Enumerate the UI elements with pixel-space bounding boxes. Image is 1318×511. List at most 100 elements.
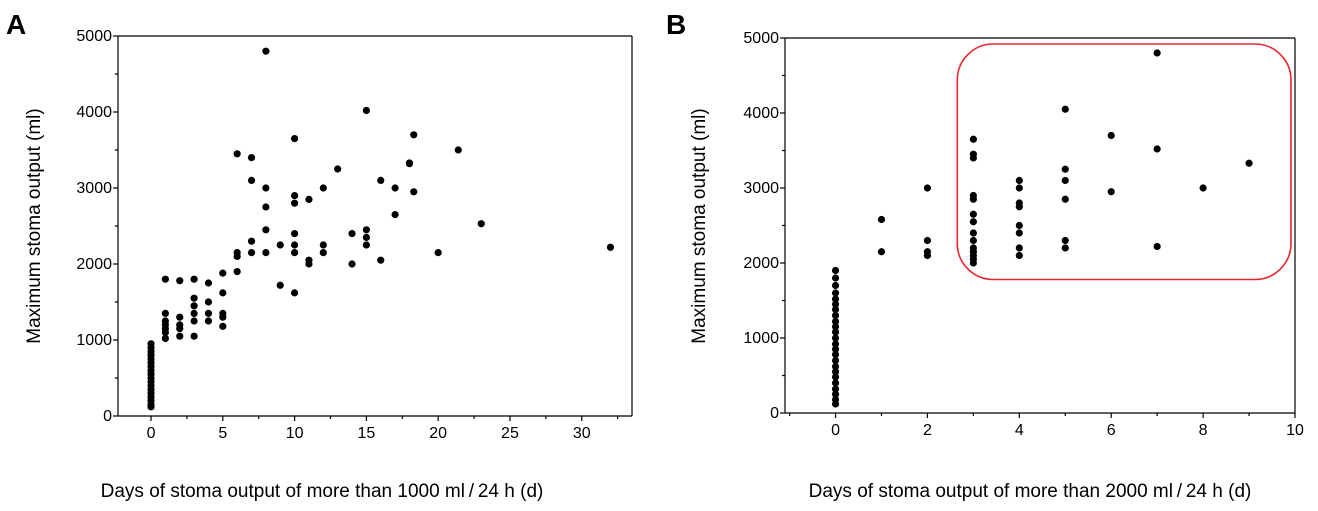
panel-b-y-tick-label: 3000	[743, 180, 779, 197]
panel-a-data-point	[454, 146, 462, 154]
panel-a-data-point	[233, 150, 241, 158]
panel-b-data-point	[969, 244, 977, 252]
panel-b-data-point	[1061, 195, 1069, 203]
panel-a-data-point	[319, 249, 327, 257]
panel-b-data-point	[923, 184, 932, 192]
panel-a-data-point	[434, 249, 442, 257]
panel-b-data-point	[831, 289, 840, 297]
panel-b-y-tick-label: 4000	[743, 105, 779, 122]
panel-b-data-point	[1015, 251, 1023, 260]
panel-a-data-point	[176, 332, 184, 340]
panel-a-data-point	[176, 313, 184, 321]
panel-a-data-point	[219, 289, 227, 297]
panel-a-data-point	[190, 294, 198, 302]
panel-b-data-point	[831, 281, 840, 290]
panel-a-letter: A	[6, 9, 26, 40]
panel-b-x-tick-label: 2	[923, 422, 932, 439]
panel-a-data-point	[276, 241, 284, 249]
panel-b-data-point	[1061, 244, 1069, 252]
panel-b-y-tick-label: 1000	[743, 330, 779, 347]
panel-b-data-point	[969, 236, 977, 245]
panel-a-data-point	[204, 298, 213, 306]
panel-b-data-point	[831, 362, 840, 371]
panel-b-data-point	[1061, 105, 1069, 113]
panel-b-data-point	[877, 215, 886, 224]
panel-b-plot-area: 0 1000 2000 3000 4000 5000 0 2 4 6 8 10	[743, 30, 1304, 439]
panel-a-data-point	[362, 233, 370, 241]
panel-b-data-point	[1153, 242, 1161, 251]
panel-a-data-point	[391, 211, 399, 219]
panel-a-data-point	[219, 309, 227, 317]
panel-a-data-point	[219, 322, 227, 330]
panel-a-data-point	[290, 241, 299, 249]
panel-a-points	[147, 47, 615, 411]
panel-a-x-tick-label: 5	[218, 425, 227, 442]
panel-a-data-point	[247, 176, 256, 184]
panel-a-y-tick-label: 2000	[76, 256, 112, 273]
panel-a-data-point	[147, 340, 155, 348]
panel-a-data-point	[290, 135, 299, 143]
panel-a-y-tick-label: 5000	[76, 28, 112, 45]
panel-b-data-point	[1015, 184, 1023, 192]
panel-b-data-point	[1245, 159, 1253, 167]
panel-a-data-point	[190, 302, 198, 310]
panel-a-data-point	[204, 279, 213, 287]
panel-a-data-point	[405, 159, 414, 167]
panel-b-x-tick-label: 4	[1015, 422, 1024, 439]
panel-a-x-axis-title: Days of stoma output of more than 1000 m…	[101, 481, 544, 502]
panel-a-data-point	[305, 195, 313, 203]
panel-a-data-point	[190, 275, 198, 283]
panel-a-x-tick-label: 25	[501, 425, 519, 442]
panel-b-x-tick-label: 0	[831, 422, 840, 439]
panel-a-data-point	[190, 317, 198, 325]
panel-b-x-tick-label: 6	[1107, 422, 1116, 439]
panel-b-data-point	[1153, 49, 1161, 57]
panel-a-x-tick-label: 0	[147, 425, 156, 442]
panel-b-data-point	[969, 218, 977, 226]
panel-b-x-tick-label: 8	[1199, 422, 1208, 439]
panel-a-data-point	[362, 106, 370, 115]
panel-b-data-point	[969, 191, 977, 200]
panel-b-data-point	[969, 150, 977, 158]
panel-b-x-axis-title: Days of stoma output of more than 2000 m…	[809, 481, 1252, 502]
panel-b-data-point	[831, 317, 840, 326]
panel-a-data-point	[247, 249, 256, 257]
panel-b-y-tick-label: 5000	[743, 30, 779, 47]
panel-b-data-point	[1061, 236, 1069, 245]
panel-b-points	[831, 49, 1253, 408]
panel-a-data-point	[410, 188, 418, 196]
panel-b-ticks: 0 1000 2000 3000 4000 5000 0 2 4 6 8 10	[743, 30, 1304, 439]
panel-b-highlight-box	[956, 43, 1292, 281]
panel-b-data-point	[831, 311, 840, 320]
panel-a-data-point	[176, 321, 184, 329]
panel-a-data-point	[319, 241, 327, 249]
panel-a-ticks: 0 1000 2000 3000 4000 5000 0 5 10 15 20 25 30	[76, 28, 619, 442]
panel-b-data-point	[877, 248, 886, 256]
panel-a-data-point	[161, 275, 169, 283]
panel-a-data-point	[319, 184, 327, 192]
panel-a-data-point	[233, 249, 241, 257]
panel-a: A 0 1000 2000 3000 4000 5000 0 5 10 15 20 25 30 Maxi…	[6, 9, 633, 502]
panel-b-data-point	[831, 266, 840, 275]
panel-a-data-point	[290, 199, 299, 207]
panel-a-data-point	[377, 256, 385, 264]
panel-a-data-point	[190, 332, 198, 340]
panel-b-data-point	[1107, 131, 1115, 140]
panel-a-x-tick-label: 20	[429, 425, 447, 442]
panel-a-data-point	[233, 268, 241, 276]
panel-a-data-point	[362, 226, 370, 234]
panel-a-data-point	[247, 237, 256, 245]
panel-a-plot-area: 0 1000 2000 3000 4000 5000 0 5 10 15 20 25 30	[76, 28, 633, 442]
panel-a-y-tick-label: 0	[103, 408, 112, 425]
panel-b-data-point	[831, 345, 840, 353]
panel-b-data-point	[969, 135, 977, 143]
panel-a-data-point	[161, 334, 169, 343]
panel-b-data-point	[831, 350, 840, 359]
panel-b-data-point	[831, 356, 840, 365]
panel-a-data-point	[247, 154, 256, 162]
panel-a-data-point	[161, 317, 169, 325]
panel-a-data-point	[290, 192, 299, 200]
panel-b-data-point	[831, 328, 840, 336]
panel-b-data-point	[831, 368, 840, 376]
